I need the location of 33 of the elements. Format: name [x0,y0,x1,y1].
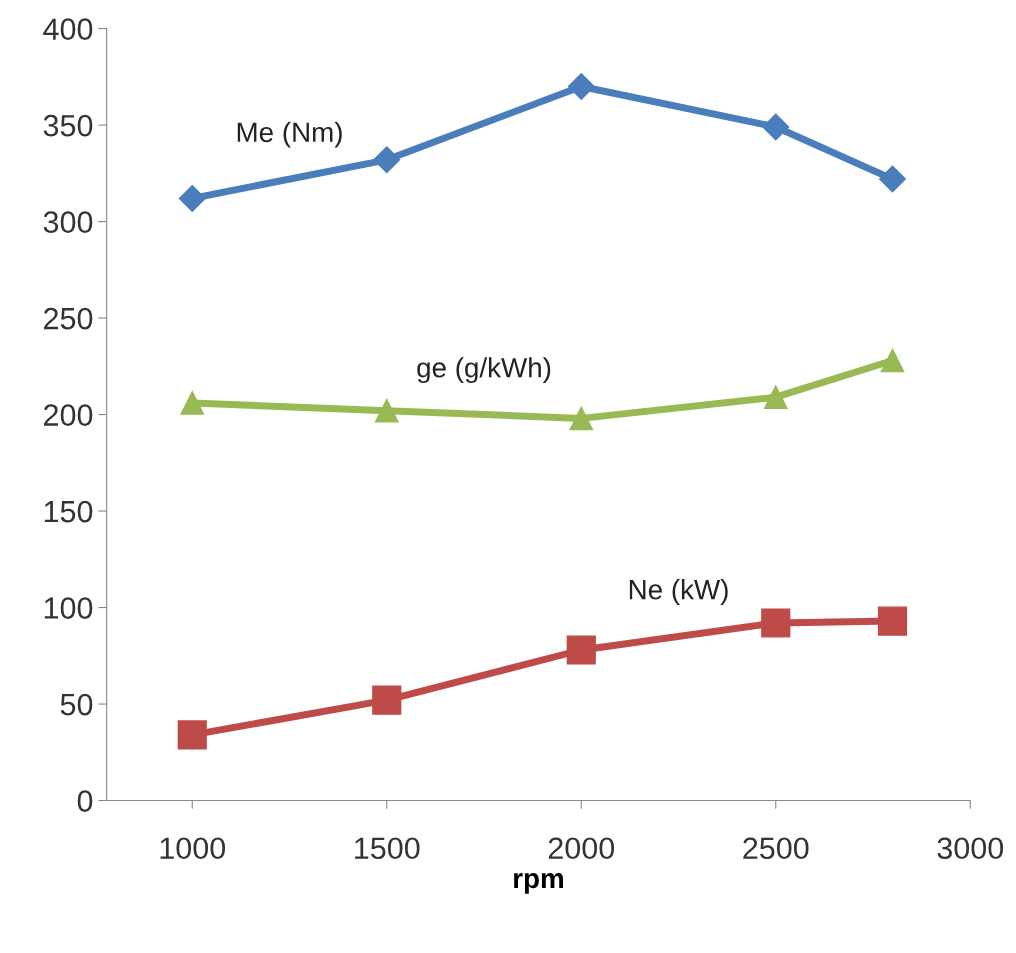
y-tick-label: 150 [44,500,93,523]
point [763,385,788,409]
y-tick-label: 200 [44,404,93,426]
point [880,348,905,373]
y-tick-label: 250 [44,307,93,330]
point [879,165,906,193]
series-label: ge (g/kWh) [417,357,551,384]
point [566,635,596,665]
x-tick-label: 2000 [548,837,615,860]
y-tick-label: 100 [44,597,93,619]
y-tick-label: 0 [77,790,93,812]
y-tick-label: 50 [60,693,93,716]
point [373,146,401,174]
point [374,398,399,423]
point [569,406,594,431]
x-axis-title: rpm [514,873,563,894]
series-label: Me (Nm) [237,121,342,148]
point [877,606,908,636]
y-tick-label: 400 [43,18,93,40]
point [762,113,790,141]
x-tick-label: 1500 [355,837,420,860]
x-tick-label: 2500 [743,837,809,860]
point [180,391,205,415]
point [372,685,402,715]
x-tick-label: 3000 [937,837,1004,860]
point [178,184,206,212]
y-tick-label: 300 [43,211,93,233]
series-label: Ne (kW) [629,579,728,605]
y-tick-label: 350 [43,114,93,137]
point [761,608,791,638]
point [177,720,207,750]
point [567,73,595,100]
x-tick-label: 1000 [160,837,226,860]
